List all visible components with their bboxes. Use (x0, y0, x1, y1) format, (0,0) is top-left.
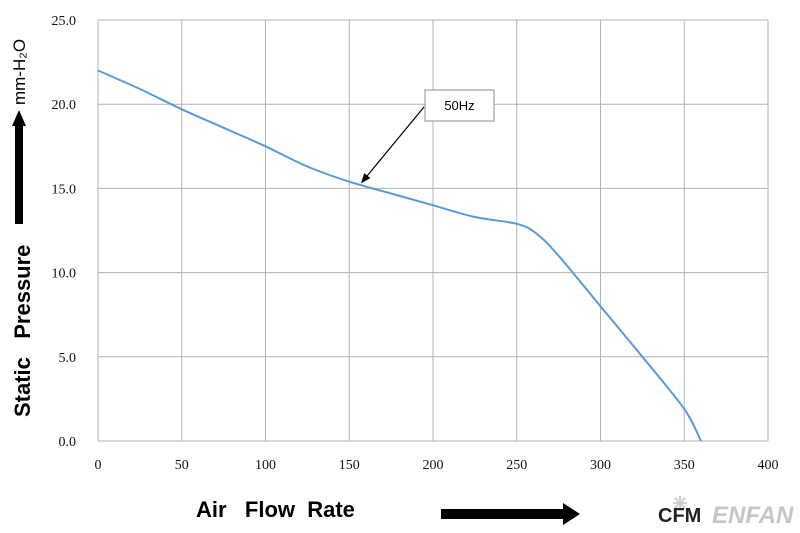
y-tick-label: 5.0 (59, 351, 77, 366)
annotation-arrowhead (360, 173, 371, 184)
y-axis-arrow-head (12, 110, 26, 126)
x-tick-label: 0 (95, 458, 102, 473)
annotation-box (424, 89, 495, 122)
y-tick-label: 10.0 (52, 267, 77, 282)
y-tick-label: 0.0 (59, 435, 77, 450)
x-axis-arrow-head (563, 503, 580, 525)
y-tick-label: 20.0 (52, 98, 77, 113)
x-tick-label: 400 (758, 458, 779, 473)
brand-watermark: ENFAN (673, 496, 794, 529)
x-axis-title: Air Flow Rate (196, 497, 580, 525)
x-axis-label: Air Flow Rate (196, 497, 355, 522)
x-tick-label: 350 (674, 458, 695, 473)
x-tick-label: 150 (339, 458, 360, 473)
x-tick-label: 50 (175, 458, 189, 473)
y-tick-label: 25.0 (52, 14, 77, 29)
y-axis-title: Static Pressure mm-H₂O (10, 39, 35, 417)
x-tick-labels: 0 50 100 150 200 250 300 350 400 (95, 458, 779, 473)
x-tick-label: 300 (590, 458, 611, 473)
y-tick-label: 15.0 (52, 182, 77, 197)
annotation-label: 50Hz (444, 98, 474, 113)
x-axis-arrow-shaft (441, 509, 565, 519)
series-line-50hz (97, 69, 702, 442)
y-axis-label: Static Pressure (10, 245, 35, 417)
grid (97, 19, 769, 442)
y-axis-arrow-shaft (15, 124, 23, 224)
x-tick-label: 200 (423, 458, 444, 473)
x-axis-unit: CFM (658, 505, 701, 527)
fan-logo-icon (673, 496, 687, 510)
x-tick-label: 250 (506, 458, 527, 473)
y-tick-labels: 0.0 5.0 10.0 15.0 20.0 25.0 (52, 14, 77, 450)
brand-name: ENFAN (712, 502, 794, 529)
annotation-callout: 50Hz (360, 89, 495, 184)
y-axis-unit: mm-H₂O (10, 39, 29, 105)
annotation-arrow (366, 106, 425, 177)
x-tick-label: 100 (255, 458, 276, 473)
